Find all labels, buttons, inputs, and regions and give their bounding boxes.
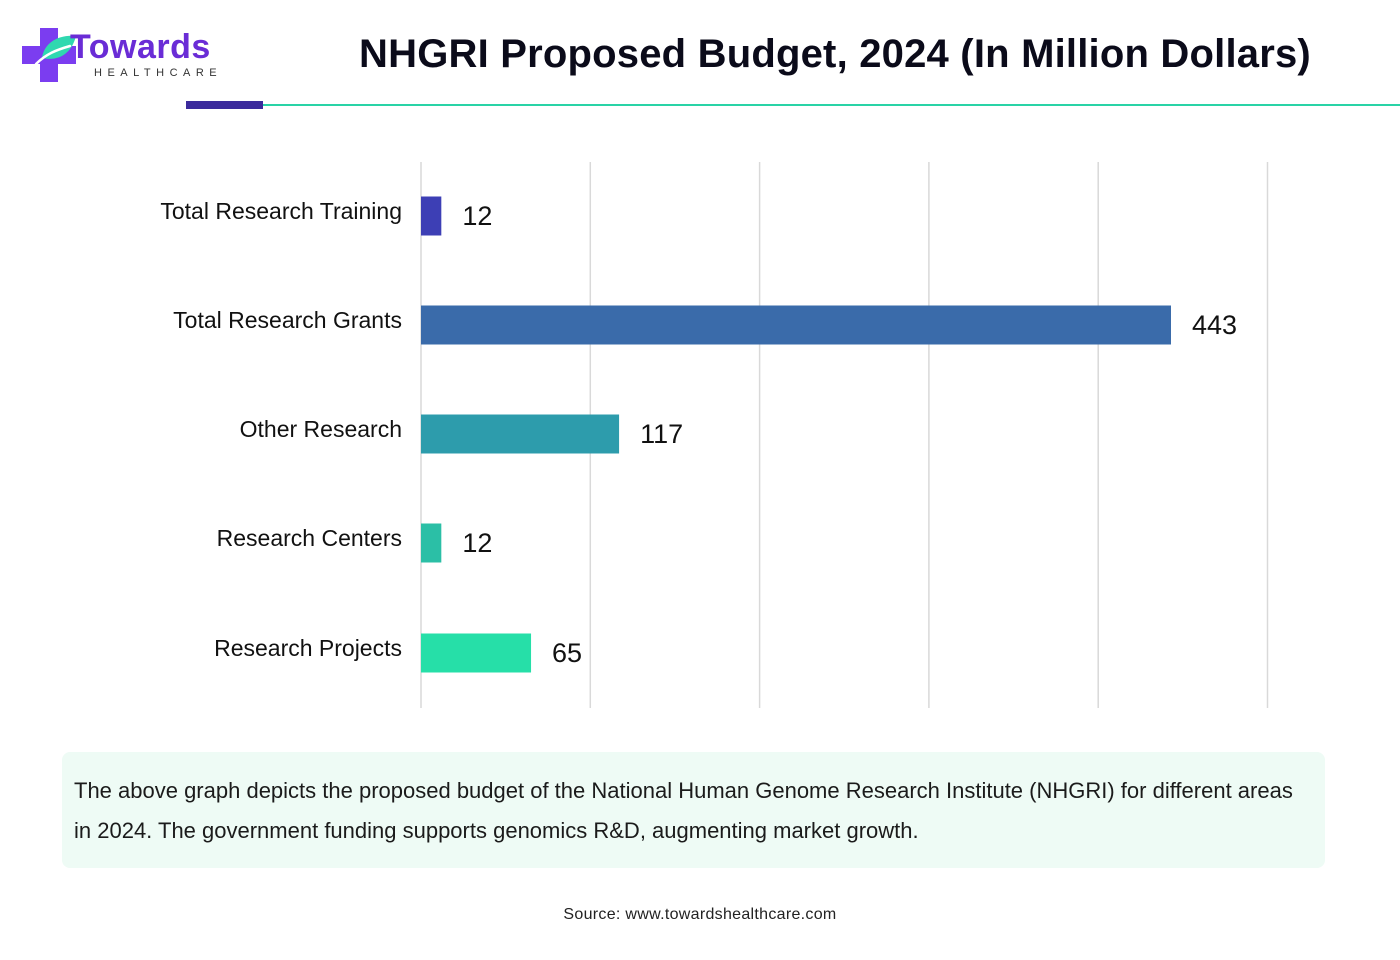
category-label-2: Other Research [240,416,402,442]
bar-0 [421,196,442,236]
chart-title: NHGRI Proposed Budget, 2024 (In Million … [359,32,1311,76]
description-box: The above graph depicts the proposed bud… [62,752,1325,868]
brand-logo: Towards HEALTHCARE [22,24,242,86]
data-label-0: 12 [462,201,492,231]
category-label-1: Total Research Grants [173,307,402,333]
logo-wordmark: Towards [70,28,211,66]
description-text: The above graph depicts the proposed bud… [74,778,1293,843]
logo-cross-icon [22,28,76,82]
header-rule [263,104,1400,106]
source-text: Source: www.towardshealthcare.com [563,906,837,923]
category-label-3: Research Centers [217,525,402,551]
data-label-1: 443 [1192,310,1237,340]
bar-4 [421,633,532,673]
category-label-4: Research Projects [214,635,402,661]
data-label-2: 117 [640,419,683,449]
logo-tagline: HEALTHCARE [94,67,223,79]
header-rule-accent [186,101,263,109]
data-label-3: 12 [462,528,492,558]
data-label-4: 65 [552,638,582,668]
bar-3 [421,523,442,563]
bar-chart: Total Research Training 12 Total Research … [160,162,1269,708]
bar-1 [421,305,1171,345]
bar-2 [421,414,620,454]
category-label-0: Total Research Training [160,198,402,224]
